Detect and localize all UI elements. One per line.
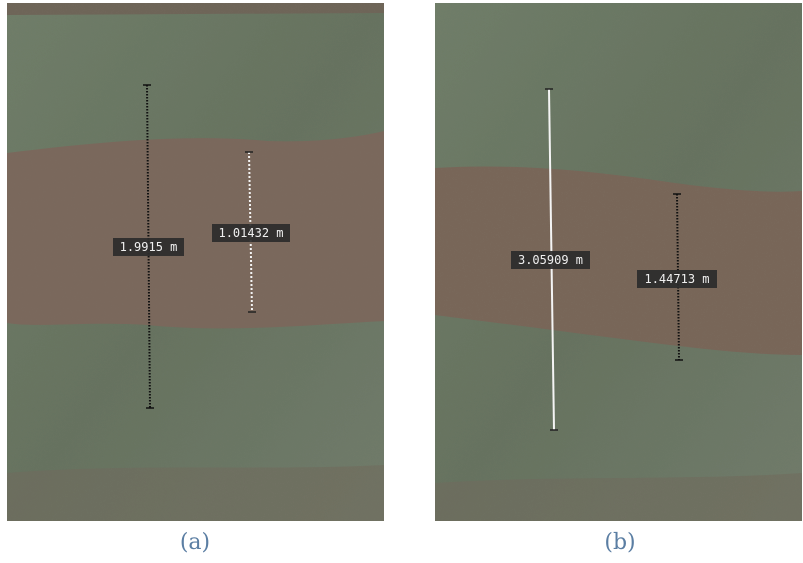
image-panel-b: 3.05909 m 1.44713 m [435,3,802,521]
measurement-label: 3.05909 m [518,253,583,267]
caption: (b) [570,530,670,555]
measurement-label: 1.01432 m [218,226,283,240]
figure: 1.9915 m 1.01432 m 3.05909 m 1.44713 m (… [0,0,803,563]
measurement-label: 1.44713 m [644,272,709,286]
caption: (a) [145,530,245,555]
image-panel-a: 1.9915 m 1.01432 m [7,3,384,521]
measurement-label: 1.9915 m [120,240,178,254]
